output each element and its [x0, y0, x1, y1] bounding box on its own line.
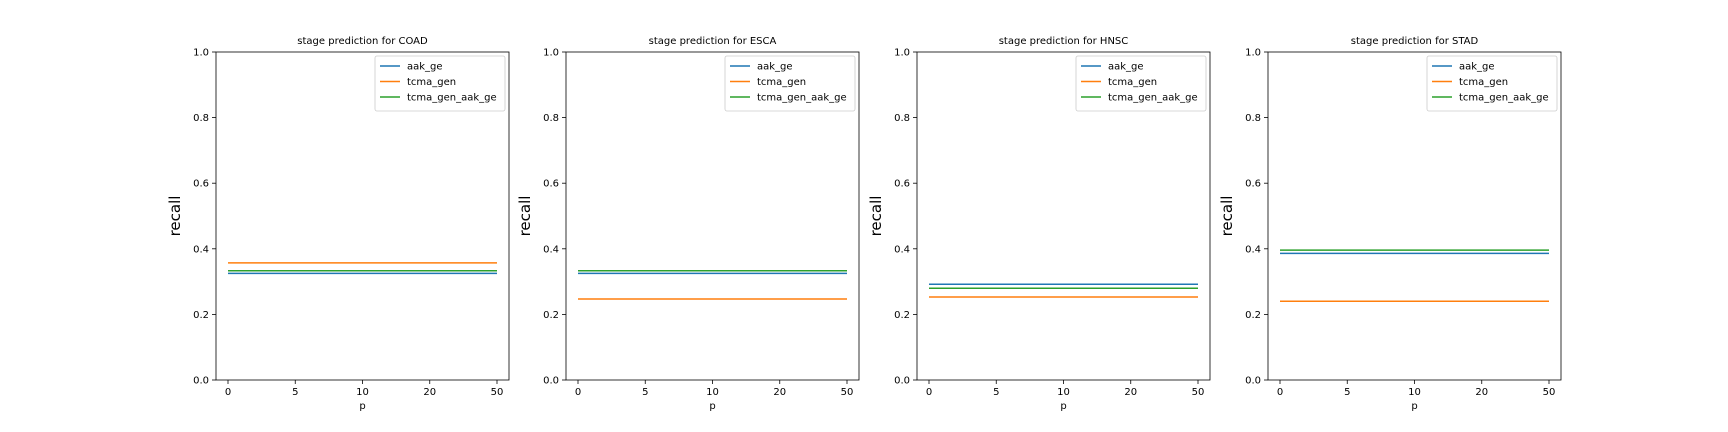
- y-tick-label: 0.2: [1245, 310, 1261, 321]
- plot-frame: [215, 51, 510, 381]
- x-tick-label: 5: [1344, 387, 1350, 398]
- y-tick-label: 1.0: [543, 48, 559, 59]
- y-tick-label: 0.8: [543, 113, 559, 124]
- y-axis-label: recall: [166, 196, 184, 237]
- y-axis-label: recall: [1218, 196, 1236, 237]
- chart-panel-4: stage prediction for STAD 0.0 0.2 0.4 0.6 0.8…: [1218, 36, 1562, 412]
- legend-entry: tcma_gen_aak_ge: [1108, 93, 1198, 104]
- y-tick-label: 0.4: [1245, 244, 1261, 255]
- x-tick-label: 50: [841, 387, 854, 398]
- plot-frame: [565, 51, 860, 381]
- chart-title: stage prediction for HNSC: [999, 36, 1129, 47]
- legend: aak_ge tcma_gen tcma_gen_aak_ge: [1075, 55, 1207, 112]
- x-tick-label: 20: [1475, 387, 1488, 398]
- x-tick-label: 20: [773, 387, 786, 398]
- legend: aak_ge tcma_gen tcma_gen_aak_ge: [724, 55, 856, 112]
- y-axis-label: recall: [867, 196, 885, 237]
- legend-entry: aak_ge: [1459, 62, 1495, 73]
- x-tick-label: 50: [1543, 387, 1556, 398]
- legend-entry: tcma_gen_aak_ge: [757, 93, 847, 104]
- x-axis-label: p: [359, 401, 365, 412]
- y-tick-label: 1.0: [193, 48, 209, 59]
- legend-box: [374, 55, 506, 112]
- y-tick-label: 0.4: [543, 244, 559, 255]
- y-tick-label: 0.8: [894, 113, 910, 124]
- x-tick-label: 0: [926, 387, 932, 398]
- plot-frame: [916, 51, 1211, 381]
- x-tick-label: 5: [642, 387, 648, 398]
- y-tick-label: 0.0: [1245, 376, 1261, 387]
- y-tick-label: 1.0: [894, 48, 910, 59]
- x-tick-label: 5: [292, 387, 298, 398]
- y-tick-label: 0.8: [1245, 113, 1261, 124]
- chart-title: stage prediction for STAD: [1351, 36, 1479, 47]
- y-tick-label: 0.2: [894, 310, 910, 321]
- x-tick-label: 10: [356, 387, 369, 398]
- legend: aak_ge tcma_gen tcma_gen_aak_ge: [374, 55, 506, 112]
- legend-entry: tcma_gen_aak_ge: [407, 93, 497, 104]
- legend-entry: tcma_gen: [757, 77, 806, 88]
- x-tick-label: 50: [491, 387, 504, 398]
- chart-panel-3: stage prediction for HNSC 0.0 0.2 0.4 0.6 0.8…: [867, 36, 1211, 412]
- x-tick-label: 10: [1408, 387, 1421, 398]
- legend-entry: aak_ge: [407, 62, 443, 73]
- x-tick-label: 20: [1124, 387, 1137, 398]
- y-tick-label: 0.0: [193, 376, 209, 387]
- y-tick-label: 1.0: [1245, 48, 1261, 59]
- y-tick-label: 0.2: [543, 310, 559, 321]
- legend-box: [1075, 55, 1207, 112]
- y-tick-label: 0.4: [193, 244, 209, 255]
- x-tick-label: 0: [1277, 387, 1283, 398]
- legend: aak_ge tcma_gen tcma_gen_aak_ge: [1426, 55, 1558, 112]
- legend-box: [724, 55, 856, 112]
- x-tick-label: 5: [993, 387, 999, 398]
- chart-panel-2: stage prediction for ESCA 0.0 0.2 0.4 0.6 0.8…: [516, 36, 860, 412]
- chart-title: stage prediction for COAD: [297, 36, 428, 47]
- legend-entry: aak_ge: [1108, 62, 1144, 73]
- x-tick-label: 10: [706, 387, 719, 398]
- legend-entry: tcma_gen: [407, 77, 456, 88]
- y-tick-label: 0.0: [543, 376, 559, 387]
- chart-title: stage prediction for ESCA: [649, 36, 777, 47]
- y-axis-label: recall: [516, 196, 534, 237]
- legend-entry: tcma_gen: [1108, 77, 1157, 88]
- chart-panel-1: stage prediction for COAD 0.0 0.2 0.4 0.6 0.8…: [166, 36, 510, 412]
- y-tick-label: 0.6: [193, 179, 209, 190]
- y-tick-label: 0.0: [894, 376, 910, 387]
- legend-entry: tcma_gen: [1459, 77, 1508, 88]
- x-axis-label: p: [1060, 401, 1066, 412]
- x-tick-label: 0: [225, 387, 231, 398]
- y-tick-label: 0.2: [193, 310, 209, 321]
- y-tick-label: 0.6: [1245, 179, 1261, 190]
- y-tick-label: 0.8: [193, 113, 209, 124]
- x-axis-label: p: [709, 401, 715, 412]
- x-tick-label: 50: [1192, 387, 1205, 398]
- y-tick-label: 0.6: [543, 179, 559, 190]
- legend-entry: aak_ge: [757, 62, 793, 73]
- y-tick-label: 0.4: [894, 244, 910, 255]
- legend-entry: tcma_gen_aak_ge: [1459, 93, 1549, 104]
- legend-box: [1426, 55, 1558, 112]
- x-tick-label: 10: [1057, 387, 1070, 398]
- y-tick-label: 0.6: [894, 179, 910, 190]
- x-tick-label: 20: [423, 387, 436, 398]
- x-axis-label: p: [1411, 401, 1417, 412]
- x-tick-label: 0: [575, 387, 581, 398]
- plot-frame: [1267, 51, 1562, 381]
